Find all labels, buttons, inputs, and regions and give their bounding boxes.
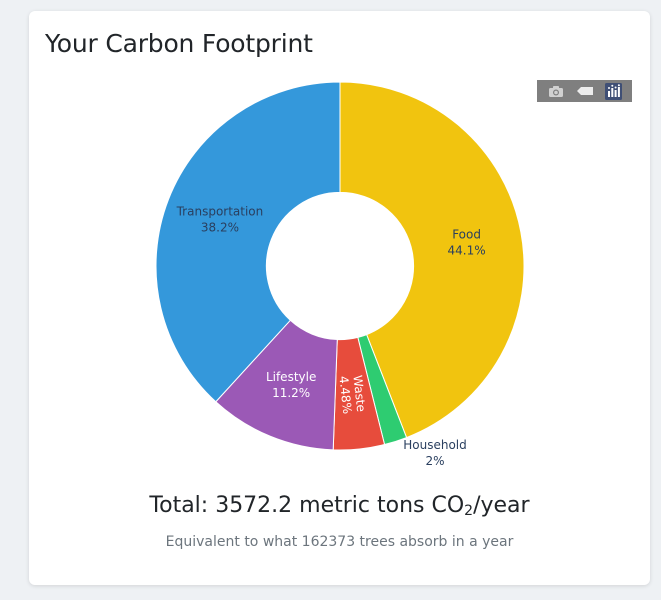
slice-food[interactable] (339, 81, 525, 439)
plotly-logo-icon[interactable] (604, 82, 624, 100)
slice-percent-transportation: 38.2% (201, 220, 239, 234)
slice-transportation[interactable] (155, 81, 341, 403)
slice-name-waste: Waste (350, 374, 368, 412)
slice-label-transportation: Transportation 38.2% (176, 204, 264, 234)
total-suffix: /year (473, 493, 530, 518)
total-subscript: 2 (464, 503, 474, 519)
slice-label-food: Food 44.1% (448, 227, 486, 257)
slice-label-household: Household 2% (403, 438, 467, 468)
slice-label-lifestyle: Lifestyle 11.2% (266, 370, 316, 400)
camera-icon[interactable] (546, 82, 566, 100)
slice-name-lifestyle: Lifestyle (266, 370, 316, 384)
total-prefix: Total: 3572.2 metric tons CO (149, 493, 465, 518)
slice-percent-food: 44.1% (448, 243, 486, 257)
card-title: Your Carbon Footprint (45, 29, 313, 58)
slice-percent-waste: 4.48% (336, 375, 354, 414)
autoscale-icon[interactable] (575, 82, 595, 100)
footprint-card: Your Carbon Footprint Food 44.1% Household… (29, 11, 650, 585)
slice-name-transportation: Transportation (176, 204, 264, 218)
chart-modebar (537, 80, 632, 102)
slice-name-food: Food (452, 227, 481, 241)
total-footprint: Total: 3572.2 metric tons CO2/year (29, 493, 650, 519)
tree-equivalent: Equivalent to what 162373 trees absorb i… (165, 534, 514, 550)
slice-percent-household: 2% (425, 454, 444, 468)
slice-name-household: Household (403, 438, 467, 452)
slice-percent-lifestyle: 11.2% (272, 386, 310, 400)
